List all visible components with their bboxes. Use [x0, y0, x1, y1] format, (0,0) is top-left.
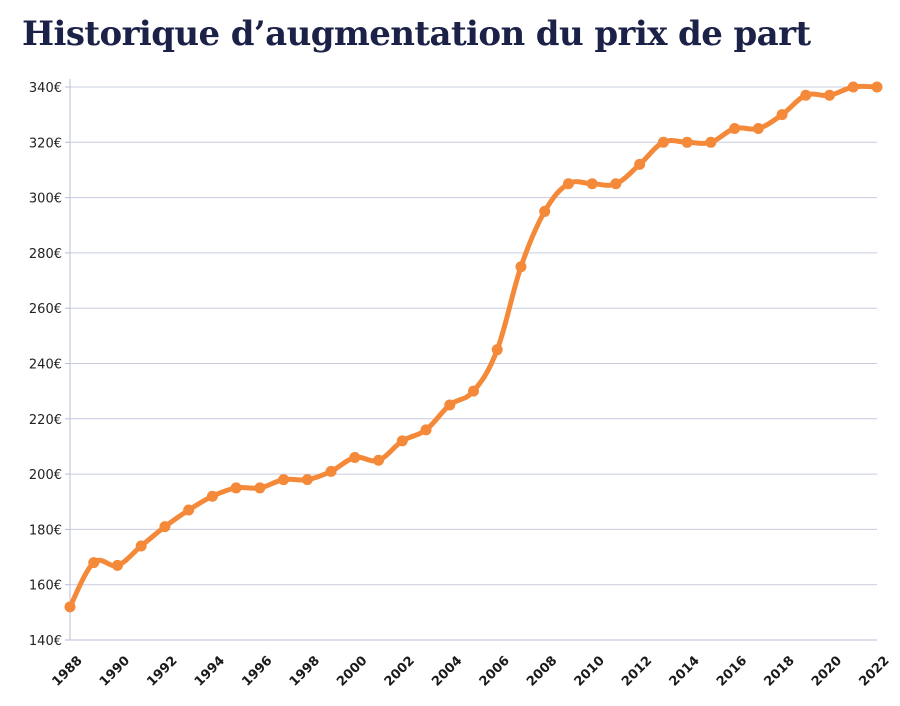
- data-point-2018: [776, 109, 788, 121]
- x-tick-label-1988: 1988: [49, 653, 85, 689]
- data-point-2011: [610, 178, 622, 190]
- x-tick-label-2016: 2016: [714, 653, 750, 689]
- data-point-1998: [301, 474, 313, 486]
- data-point-1995: [230, 482, 242, 494]
- data-point-1999: [325, 465, 337, 477]
- data-point-2000: [349, 452, 361, 464]
- data-point-2001: [373, 454, 385, 466]
- y-tick-label-340: 340€: [29, 81, 62, 96]
- data-point-2006: [491, 344, 503, 356]
- data-point-2022: [871, 81, 883, 93]
- data-point-1990: [111, 559, 123, 571]
- data-point-2005: [468, 385, 479, 397]
- gridlines: [70, 86, 877, 641]
- data-point-2017: [752, 122, 764, 134]
- x-tick-label-1990: 1990: [97, 653, 133, 689]
- x-tick-label-1992: 1992: [144, 653, 180, 689]
- x-tick-label-2018: 2018: [761, 653, 797, 689]
- y-tick-label-260: 260€: [29, 302, 62, 317]
- data-point-2007: [515, 261, 527, 273]
- data-point-1989: [88, 557, 100, 569]
- data-point-2008: [539, 205, 551, 217]
- data-point-1994: [206, 490, 218, 502]
- x-tick-label-1994: 1994: [192, 653, 228, 689]
- data-point-2015: [705, 136, 717, 148]
- y-tick-label-200: 200€: [29, 468, 62, 483]
- data-point-2003: [420, 424, 432, 436]
- y-tick-label-160: 160€: [29, 579, 62, 594]
- y-tick-label-180: 180€: [29, 523, 62, 538]
- y-tick-label-320: 320€: [29, 136, 62, 151]
- data-point-1997: [278, 474, 290, 486]
- x-tick-label-1996: 1996: [239, 653, 275, 689]
- data-point-1993: [183, 504, 195, 516]
- data-point-2021: [847, 81, 859, 93]
- series-layer: [64, 81, 883, 613]
- data-point-2010: [586, 178, 598, 190]
- data-point-2020: [824, 89, 836, 101]
- data-point-1996: [254, 482, 266, 494]
- chart-title: Historique d’augmentation du prix de par…: [22, 14, 811, 54]
- data-point-2002: [396, 435, 408, 447]
- data-point-1988: [64, 601, 76, 613]
- y-axis-ticks: 140€ 160€ 180€ 200€ 220€ 240€ 260€ 280€ 300€ 320€…: [29, 81, 70, 649]
- data-point-1992: [159, 521, 171, 533]
- data-point-2012: [634, 158, 646, 170]
- x-tick-label-2002: 2002: [382, 653, 418, 689]
- x-tick-label-2006: 2006: [477, 653, 513, 689]
- axis-lines: [69, 79, 877, 641]
- data-point-2016: [729, 122, 741, 134]
- y-tick-label-220: 220€: [29, 413, 62, 428]
- y-tick-label-300: 300€: [29, 192, 62, 207]
- series-line-0: [67, 83, 880, 610]
- x-tick-label-2000: 2000: [334, 653, 370, 689]
- x-tick-label-2010: 2010: [572, 653, 608, 689]
- x-tick-label-2008: 2008: [524, 653, 560, 689]
- data-point-2004: [444, 399, 456, 411]
- y-tick-label-240: 240€: [29, 358, 62, 373]
- data-point-2009: [562, 178, 574, 190]
- data-point-2019: [800, 89, 812, 101]
- y-tick-label-280: 280€: [29, 247, 62, 262]
- y-tick-label-140: 140€: [29, 634, 62, 649]
- x-tick-label-2004: 2004: [429, 653, 465, 689]
- x-axis-ticks: 1988 1990 1992 1994 1996 1998 2000 2002 2004 2006…: [49, 653, 892, 689]
- x-tick-label-2012: 2012: [619, 653, 655, 689]
- data-point-1991: [135, 540, 147, 552]
- data-point-2014: [681, 136, 693, 148]
- x-tick-label-2022: 2022: [856, 653, 892, 689]
- x-tick-label-2014: 2014: [667, 653, 703, 689]
- x-tick-label-2020: 2020: [809, 653, 845, 689]
- data-point-2013: [657, 136, 669, 148]
- x-tick-label-1998: 1998: [287, 653, 323, 689]
